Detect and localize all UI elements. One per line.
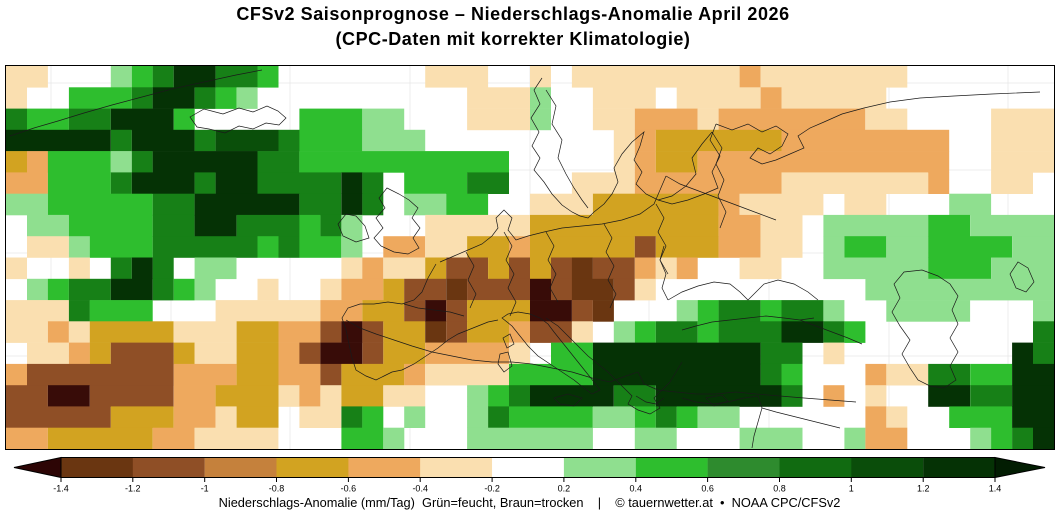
svg-text:-1.2: -1.2 bbox=[125, 484, 141, 494]
svg-text:-0.8: -0.8 bbox=[269, 484, 285, 494]
svg-text:1: 1 bbox=[849, 484, 854, 494]
svg-text:0.6: 0.6 bbox=[701, 484, 714, 494]
svg-text:-0.6: -0.6 bbox=[341, 484, 357, 494]
svg-text:1.2: 1.2 bbox=[917, 484, 930, 494]
svg-text:-1.4: -1.4 bbox=[53, 484, 69, 494]
svg-text:0.4: 0.4 bbox=[630, 484, 643, 494]
svg-text:-0.2: -0.2 bbox=[484, 484, 500, 494]
svg-text:-0.4: -0.4 bbox=[412, 484, 428, 494]
svg-text:-1: -1 bbox=[201, 484, 209, 494]
svg-text:0.2: 0.2 bbox=[558, 484, 571, 494]
svg-text:0.8: 0.8 bbox=[773, 484, 786, 494]
svg-text:1.4: 1.4 bbox=[989, 484, 1002, 494]
